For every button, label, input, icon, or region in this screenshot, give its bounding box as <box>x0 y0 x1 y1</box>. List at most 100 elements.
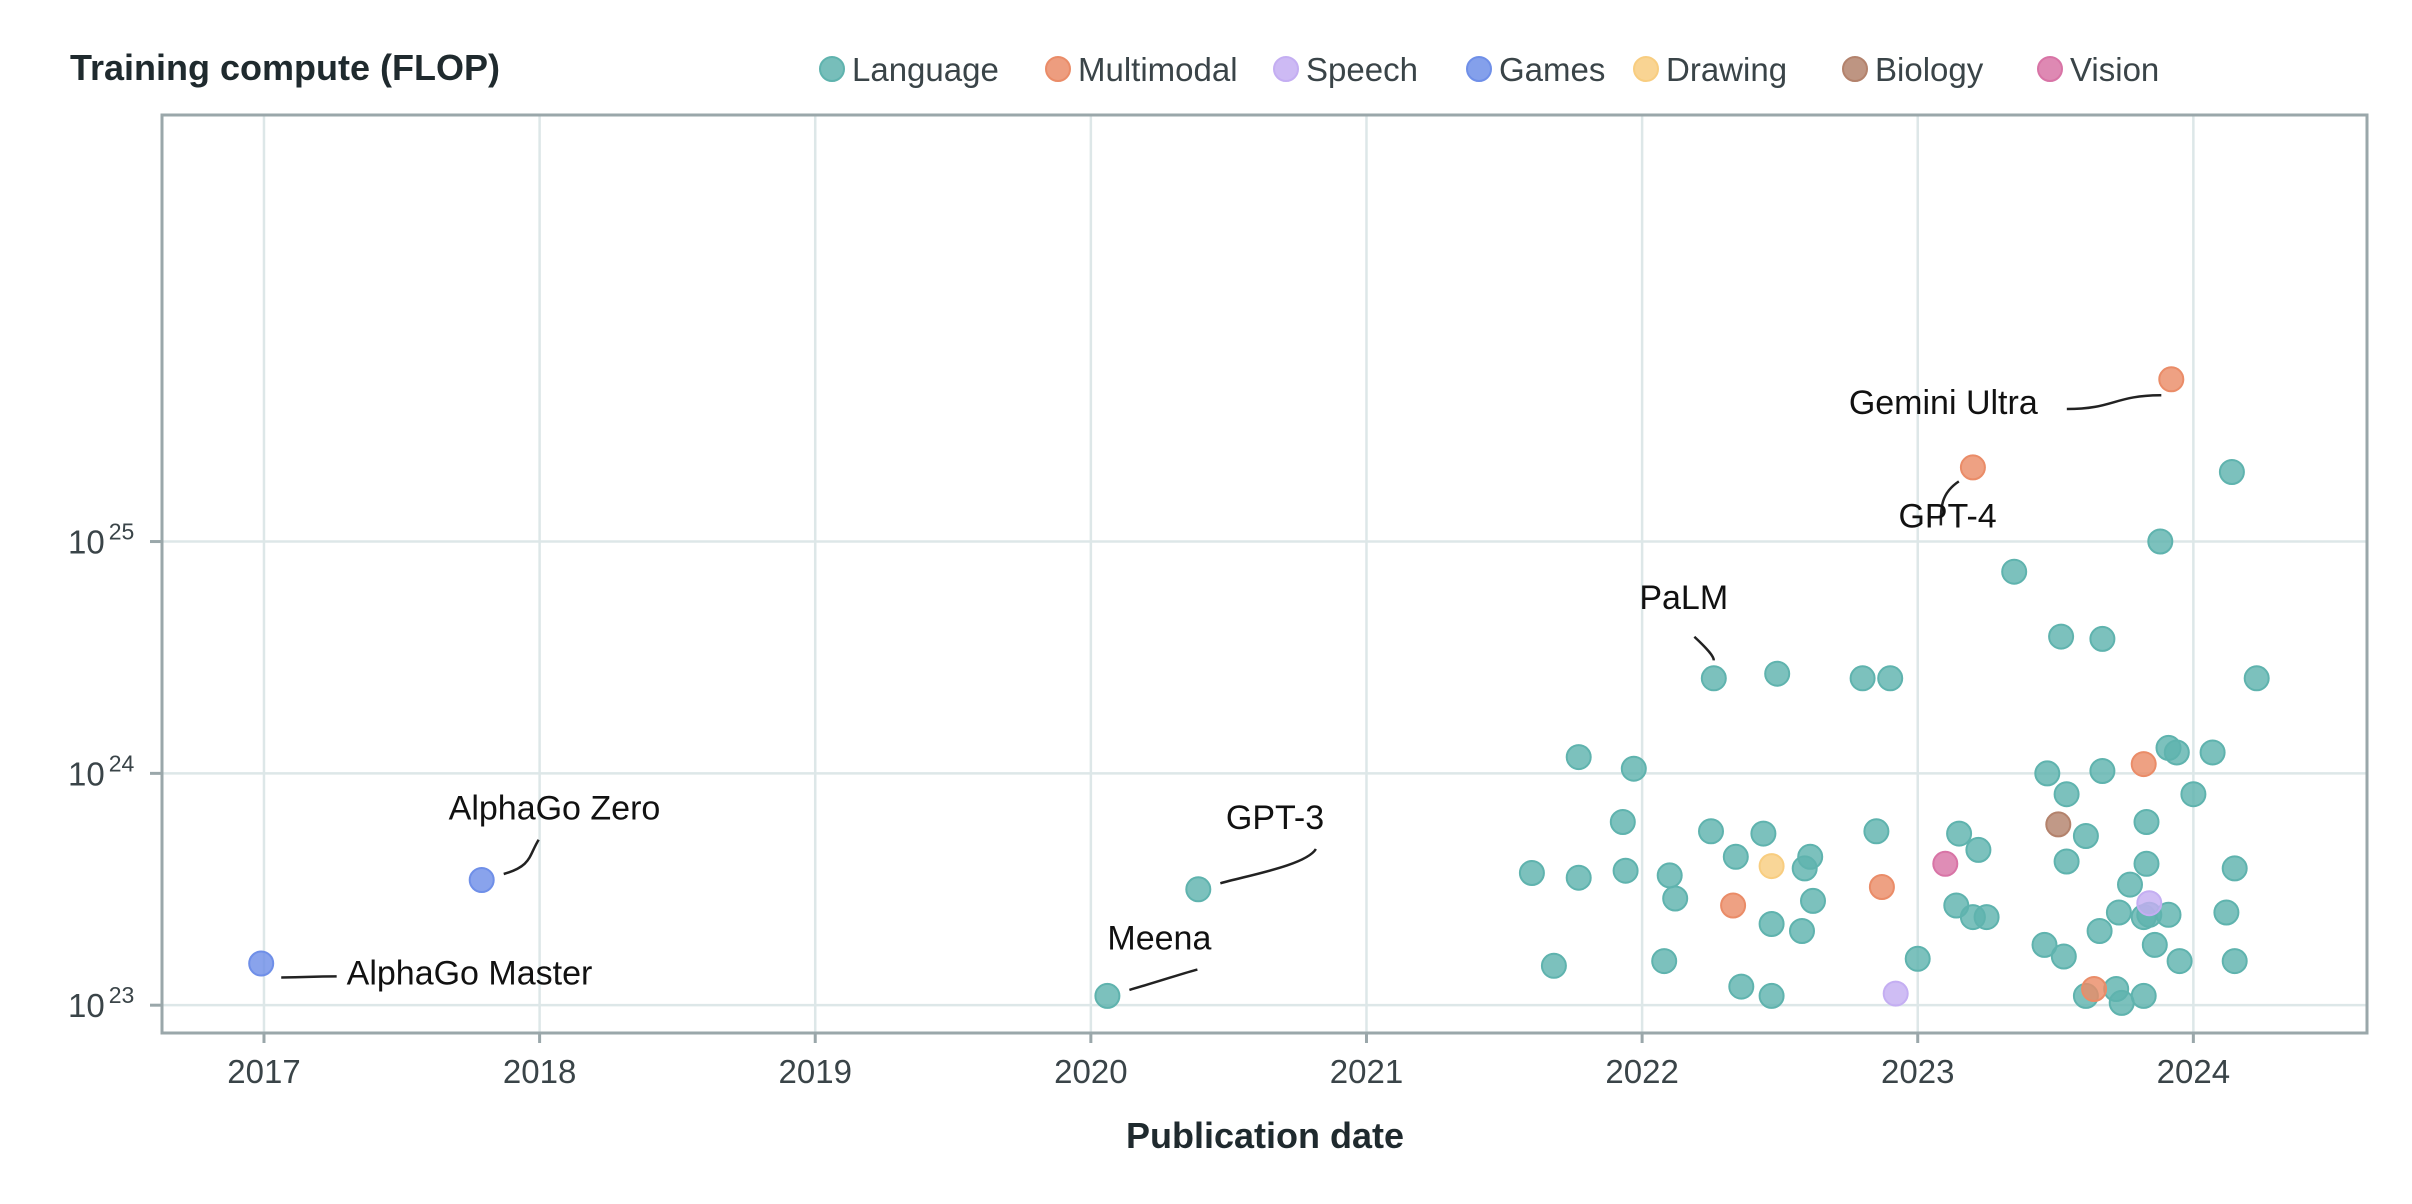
y-tick-exponent: 25 <box>109 519 135 545</box>
x-axis-title: Publication date <box>1126 1115 1404 1156</box>
data-point-language <box>2130 982 2157 1009</box>
data-point-language <box>2147 528 2174 555</box>
annotation-leader-line <box>503 839 540 876</box>
y-tick-label: 10 23 <box>68 982 134 1024</box>
data-point-multimodal <box>1720 892 1747 919</box>
legend-marker-language <box>819 56 845 82</box>
annotation-leaders <box>281 394 2162 992</box>
annotation-label: AlphaGo Zero <box>449 790 661 828</box>
data-point-language <box>1877 665 1904 692</box>
x-tick-label: 2018 <box>503 1053 576 1090</box>
data-point-language <box>2133 850 2160 877</box>
y-tick-base: 10 <box>68 524 105 561</box>
annotation-label: AlphaGo Master <box>347 954 593 992</box>
data-point-language <box>2089 625 2116 652</box>
data-point-language <box>1185 876 1212 903</box>
data-point-vision <box>1932 850 1959 877</box>
data-point-language <box>2221 855 2248 882</box>
data-point-language <box>1722 843 1749 870</box>
data-point-language <box>2221 948 2248 975</box>
data-point-language <box>2053 781 2080 808</box>
y-tick-label: 10 24 <box>68 750 135 792</box>
data-point-language <box>2155 901 2182 928</box>
y-tick-exponent: 24 <box>109 750 135 776</box>
legend-label-speech: Speech <box>1306 51 1418 88</box>
legend-label-biology: Biology <box>1875 51 1984 88</box>
data-point-language <box>1750 820 1777 847</box>
data-point-language <box>2001 558 2028 585</box>
data-point-drawing <box>1758 853 1785 880</box>
data-point-language <box>1758 982 1785 1009</box>
legend-label-language: Language <box>852 51 999 88</box>
data-point-language <box>1965 836 1992 863</box>
data-point-multimodal <box>1868 874 1895 900</box>
data-point-language <box>1662 885 1689 912</box>
legend-label-multimodal: Multimodal <box>1078 51 1238 88</box>
annotation-leader-line <box>281 975 337 979</box>
data-point-multimodal <box>2130 751 2157 778</box>
annotation-leader-line <box>1220 848 1317 885</box>
annotation-leader-line <box>1129 968 1198 992</box>
data-point-language <box>1797 843 1824 870</box>
x-tick-label: 2022 <box>1605 1053 1678 1090</box>
annotation-leader-line <box>1693 635 1716 661</box>
annotation-label: GPT-3 <box>1226 799 1324 837</box>
data-point-language <box>2108 989 2135 1016</box>
data-point-language <box>1651 948 1678 975</box>
y-tick-label: 10 25 <box>68 519 134 561</box>
data-point-language <box>2105 899 2132 926</box>
data-point-language <box>2166 948 2193 975</box>
data-point-language <box>2180 781 2207 808</box>
data-point-language <box>1973 904 2000 931</box>
data-point-language <box>2031 931 2058 958</box>
chart-title: Training compute (FLOP) <box>70 47 500 88</box>
data-point-language <box>1700 665 1727 692</box>
data-point-language <box>2086 918 2113 944</box>
data-point-games <box>468 867 495 893</box>
data-point-language <box>2218 459 2245 485</box>
x-tick-label: 2024 <box>2157 1053 2230 1090</box>
annotation-label: GPT-4 <box>1898 498 1996 536</box>
x-tick-label: 2023 <box>1881 1053 1954 1090</box>
data-point-language <box>1612 857 1639 884</box>
data-point-language <box>1789 918 1815 944</box>
data-point-speech <box>2136 890 2163 917</box>
data-point-language <box>1764 660 1791 687</box>
legend-marker-multimodal <box>1045 56 1071 82</box>
data-point-language <box>2163 739 2190 766</box>
annotations: AlphaGo Master AlphaGo Zero Meena GPT-3 PaLM… <box>347 384 2038 992</box>
data-point-language <box>2053 848 2080 875</box>
data-point-language <box>2050 943 2077 970</box>
data-point-language <box>1946 820 1973 847</box>
data-point-language <box>2048 623 2075 650</box>
plot-frame <box>160 113 2369 1035</box>
legend-label-games: Games <box>1499 51 1605 88</box>
data-point-language <box>1904 945 1931 972</box>
annotation-label: Meena <box>1107 920 1211 958</box>
annotation-leader-line <box>1939 480 1960 526</box>
data-point-games <box>248 950 275 977</box>
annotation-label: Gemini Ultra <box>1849 384 2038 422</box>
data-point-language <box>1620 755 1647 782</box>
legend-marker-vision <box>2037 56 2063 82</box>
data-point-language <box>2213 899 2240 926</box>
data-point-language <box>1849 665 1876 692</box>
data-points <box>248 366 2270 1016</box>
data-point-language <box>1565 864 1592 891</box>
data-point-language <box>2243 665 2270 692</box>
legend-marker-games <box>1466 56 1492 82</box>
data-point-language <box>1728 973 1755 1000</box>
legend-marker-drawing <box>1633 56 1659 82</box>
annotation-label: PaLM <box>1639 579 1728 617</box>
data-point-language <box>1518 860 1545 886</box>
x-tick-label: 2020 <box>1054 1053 1127 1090</box>
data-point-language <box>1565 744 1592 771</box>
data-point-language <box>2133 809 2160 835</box>
x-axis-ticks: 2017 2018 2019 2020 2021 2022 2023 2024 <box>227 1033 2230 1090</box>
y-tick-base: 10 <box>68 755 105 792</box>
data-point-multimodal <box>1959 454 1986 481</box>
data-point-language <box>2089 758 2116 784</box>
legend-marker-biology <box>1842 56 1868 82</box>
